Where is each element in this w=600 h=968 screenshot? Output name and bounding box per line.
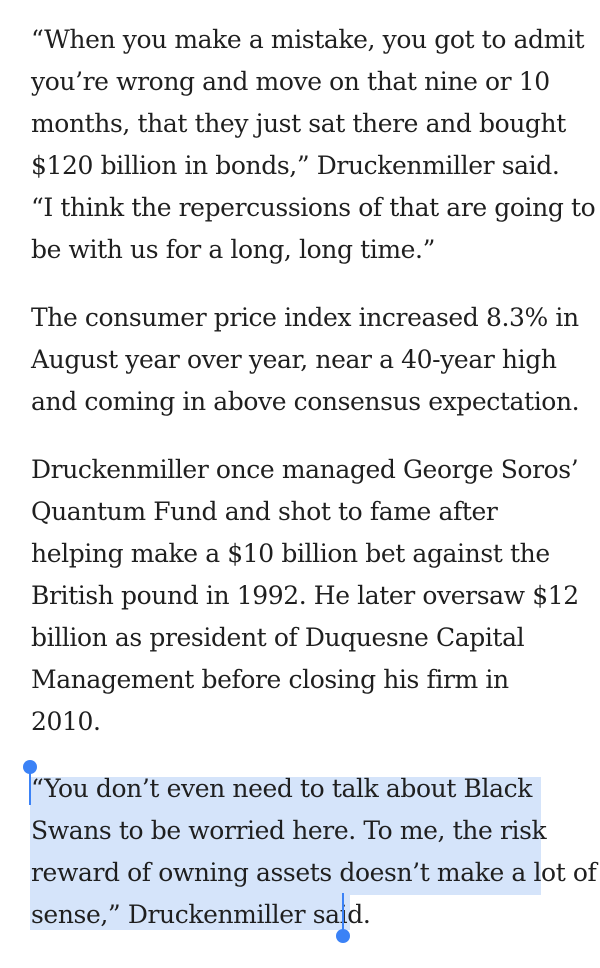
selection-highlight-mask <box>350 895 541 931</box>
paragraph-line: helping make a $10 billion bet against t… <box>31 539 550 568</box>
paragraph-biography: Druckenmiller once managed George Soros’… <box>31 449 579 743</box>
paragraph-line: British pound in 1992. He later oversaw … <box>31 581 579 610</box>
paragraph-line: $120 billion in bonds,” Druckenmiller sa… <box>31 151 560 180</box>
selected-line[interactable]: “You don’t even need to talk about Black <box>31 774 532 803</box>
paragraph-line: billion as president of Duquesne Capital <box>31 623 525 652</box>
paragraph-line: and coming in above consensus expectatio… <box>31 387 580 416</box>
paragraph-line: 2010. <box>31 707 101 736</box>
paragraph-line: The consumer price index increased 8.3% … <box>31 303 579 332</box>
selected-line[interactable]: Swans to be worried here. To me, the ris… <box>31 816 547 845</box>
selection-start-handle[interactable] <box>29 771 31 805</box>
paragraph-line: “I think the repercussions of that are g… <box>31 193 596 222</box>
paragraph-line: Druckenmiller once managed George Soros’ <box>31 455 579 484</box>
paragraph-line: months, that they just sat there and bou… <box>31 109 566 138</box>
paragraph-line: Management before closing his firm in <box>31 665 509 694</box>
paragraph-selected-quote[interactable]: “You don’t even need to talk about Black… <box>31 768 597 936</box>
selected-line[interactable]: reward of owning assets doesn’t make a l… <box>31 858 597 887</box>
paragraph-line: August year over year, near a 40-year hi… <box>31 345 557 374</box>
paragraph-line: you’re wrong and move on that nine or 10 <box>31 67 550 96</box>
paragraph-line: be with us for a long, long time.” <box>31 235 435 264</box>
paragraph-cpi: The consumer price index increased 8.3% … <box>31 297 580 423</box>
paragraph-line: “When you make a mistake, you got to adm… <box>31 25 585 54</box>
selected-line[interactable]: sense,” Druckenmiller said. <box>31 900 371 929</box>
selection-start-handle-knob[interactable] <box>23 760 37 774</box>
paragraph-line: Quantum Fund and shot to fame after <box>31 497 498 526</box>
selection-end-handle[interactable] <box>342 893 344 930</box>
selection-end-handle-knob[interactable] <box>336 929 350 943</box>
paragraph-quote-mistake: “When you make a mistake, you got to adm… <box>31 19 596 271</box>
